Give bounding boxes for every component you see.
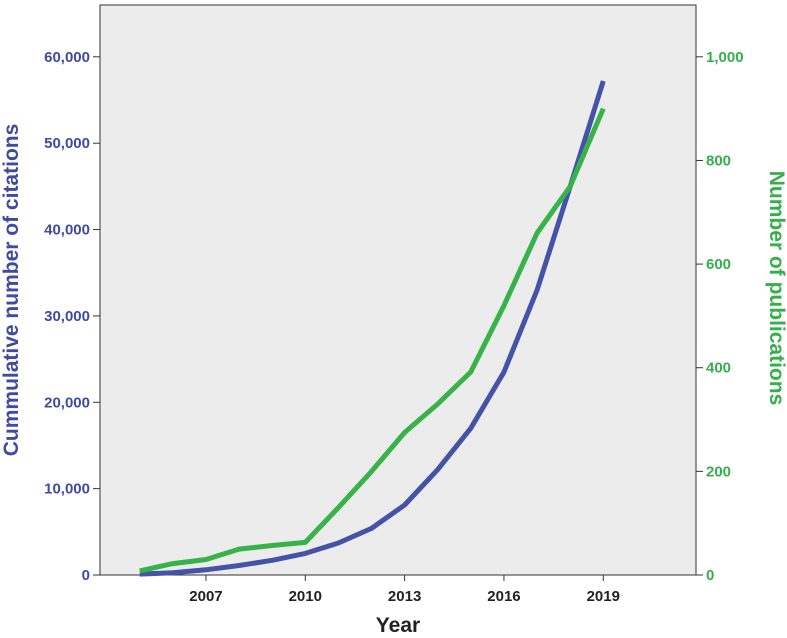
right-tick-label: 600 — [706, 256, 731, 273]
x-tick-label: 2013 — [388, 588, 421, 605]
right-tick-label: 800 — [706, 152, 731, 169]
plot-area — [99, 4, 697, 576]
left-tick-label: 0 — [82, 567, 90, 584]
x-tick-label: 2007 — [189, 588, 222, 605]
left-tick-label: 30,000 — [44, 308, 90, 325]
left-tick-label: 50,000 — [44, 135, 90, 152]
left-tick-label: 40,000 — [44, 222, 90, 239]
citations-series-line — [139, 80, 606, 577]
x-tick-label: 2010 — [289, 588, 322, 605]
left-tick-label: 10,000 — [44, 481, 90, 498]
right-tick-label: 1,000 — [706, 49, 744, 66]
x-tick-label: 2019 — [587, 588, 620, 605]
left-tick-label: 20,000 — [44, 394, 90, 411]
x-tick-label: 2016 — [487, 588, 520, 605]
right-tick-label: 400 — [706, 360, 731, 377]
right-axis-title: Number of publications — [765, 171, 787, 406]
right-tick-label: 0 — [706, 567, 714, 584]
right-tick-label: 200 — [706, 463, 731, 480]
publications-series-line — [139, 107, 606, 574]
left-tick-label: 60,000 — [44, 49, 90, 66]
left-axis-title: Cummulative number of citations — [0, 124, 23, 457]
x-axis-title: Year — [376, 614, 420, 637]
